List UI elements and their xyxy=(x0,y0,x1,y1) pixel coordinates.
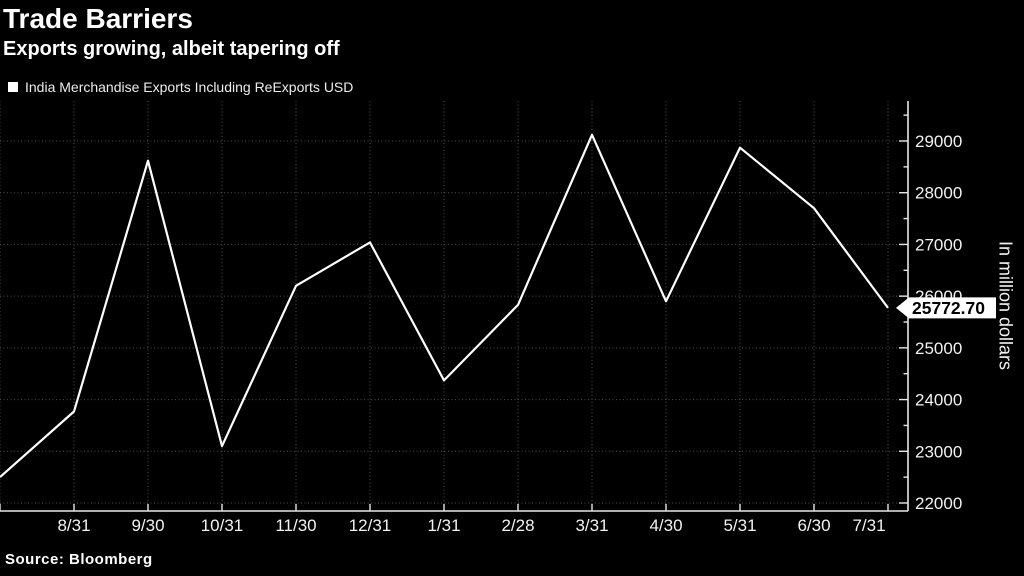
y-tick-label: 24000 xyxy=(915,391,962,410)
x-tick-label: 10/31 xyxy=(201,516,244,535)
x-ticks xyxy=(0,504,889,511)
page-subtitle: Exports growing, albeit tapering off xyxy=(3,38,340,60)
x-tick-label: 2/28 xyxy=(501,516,534,535)
legend-square-icon xyxy=(8,82,18,92)
axes xyxy=(0,101,909,512)
y-tick-label: 27000 xyxy=(915,235,962,254)
x-tick-label: 3/31 xyxy=(575,516,608,535)
legend: India Merchandise Exports Including ReEx… xyxy=(8,79,353,95)
line-chart: 2200023000240002500026000270002800029000… xyxy=(0,101,996,535)
tick-labels: 2200023000240002500026000270002800029000… xyxy=(57,132,962,535)
y-tick-label: 23000 xyxy=(915,442,962,461)
y-ticks xyxy=(899,114,908,504)
gridlines xyxy=(0,101,908,511)
x-tick-label: 11/30 xyxy=(275,516,316,535)
x-tick-label: 9/30 xyxy=(131,516,164,535)
last-value-badge: 25772.70 xyxy=(896,297,996,319)
chart-area: 22000 23000 24000 25000 26000 27000 28000 29000… xyxy=(0,100,1024,540)
x-tick-label: 6/30 xyxy=(797,516,830,535)
y-tick-label: 25000 xyxy=(915,339,962,358)
x-tick-label: 8/31 xyxy=(57,516,90,535)
legend-label: India Merchandise Exports Including ReEx… xyxy=(25,79,354,95)
last-value-label: 25772.70 xyxy=(912,298,985,318)
y-tick-label: 22000 xyxy=(915,494,962,513)
y-tick-label: 29000 xyxy=(915,132,962,151)
x-tick-label: 12/31 xyxy=(349,516,392,535)
y-tick-label: 28000 xyxy=(915,184,962,203)
y-axis-title: In million dollars xyxy=(995,241,1016,371)
x-tick-label: 7/31 xyxy=(852,516,885,535)
x-tick-label: 4/30 xyxy=(649,516,682,535)
series-line xyxy=(0,133,889,478)
x-tick-label: 5/31 xyxy=(723,516,756,535)
source-credit: Source: Bloomberg xyxy=(5,551,153,568)
page-title: Trade Barriers xyxy=(3,3,193,34)
x-tick-label: 1/31 xyxy=(427,516,460,535)
